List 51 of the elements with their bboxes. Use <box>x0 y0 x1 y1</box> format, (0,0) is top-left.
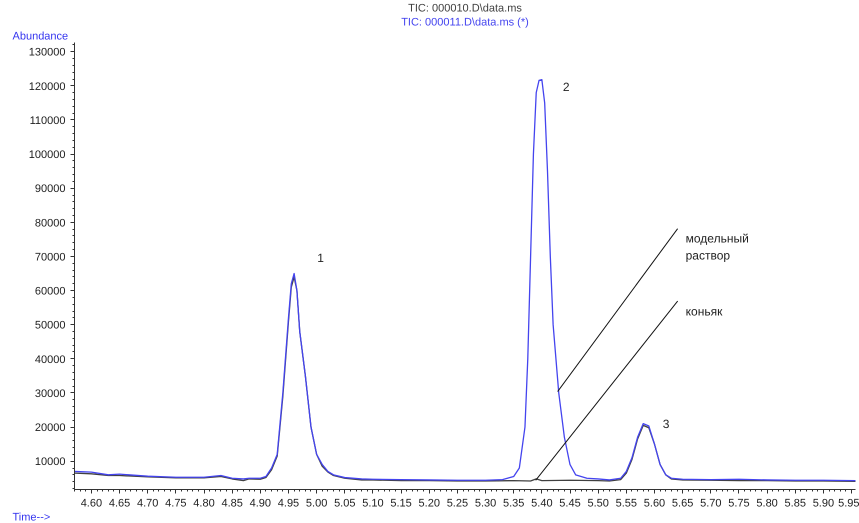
x-tick-label: 4.95 <box>278 498 300 510</box>
x-tick-label: 5.70 <box>700 498 722 510</box>
x-tick-label: 5.15 <box>390 498 412 510</box>
y-tick-label: 30000 <box>34 388 66 400</box>
x-tick-label: 5.30 <box>474 498 496 510</box>
y-axis-title: Abundance <box>12 30 68 42</box>
x-tick-label: 5.40 <box>531 498 553 510</box>
x-tick-label: 5.75 <box>728 498 750 510</box>
annotation: модельный раствор <box>686 232 749 262</box>
x-tick-label: 4.70 <box>136 498 158 510</box>
y-tick-label: 50000 <box>34 320 66 332</box>
y-tick-label: 20000 <box>34 422 66 434</box>
x-tick-label: 4.85 <box>221 498 243 510</box>
x-tick-label: 4.80 <box>193 498 215 510</box>
y-tick-label: 40000 <box>34 354 66 366</box>
x-tick-label: 5.60 <box>644 498 666 510</box>
x-tick-label: 5.45 <box>559 498 581 510</box>
x-tick-label: 4.65 <box>108 498 130 510</box>
x-tick-label: 5.65 <box>672 498 694 510</box>
x-tick-label: 5.10 <box>362 498 384 510</box>
y-tick-label: 120000 <box>28 80 66 93</box>
x-tick-label: 5.00 <box>306 498 328 510</box>
x-tick-label: 5.35 <box>503 498 524 510</box>
x-tick-label: 5.05 <box>334 498 356 510</box>
x-tick-label: 4.75 <box>165 498 187 510</box>
x-tick-label: 5.95 <box>838 498 859 510</box>
line-series <box>74 79 856 482</box>
x-tick-label: 5.50 <box>587 498 609 510</box>
x-tick-label: 5.55 <box>616 498 638 510</box>
y-tick-label: 110000 <box>30 114 66 127</box>
annotation: 1 <box>317 251 324 266</box>
x-tick-label: 5.20 <box>418 498 440 510</box>
annotation: 3 <box>662 417 670 432</box>
y-tick-label: 100000 <box>28 149 66 162</box>
x-axis-title: Time--> <box>12 512 50 523</box>
x-tick-label: 5.90 <box>812 498 834 510</box>
y-tick-label: 80000 <box>34 217 66 230</box>
text: TIC: 000011.D\data.ms (*) <box>401 16 529 28</box>
x-tick-label: 5.85 <box>784 498 806 510</box>
y-tick-label: 90000 <box>34 183 66 196</box>
text: TIC: 000010.D\data.ms <box>408 2 522 14</box>
y-tick-label: 70000 <box>34 251 66 264</box>
x-tick-label: 5.80 <box>756 498 778 510</box>
annotation: 2 <box>562 80 570 94</box>
x-tick-label: 4.60 <box>80 498 102 510</box>
annotation: коньяк <box>686 304 724 318</box>
y-tick-label: 10000 <box>34 456 66 468</box>
x-tick-label: 5.25 <box>446 498 468 510</box>
y-tick-label: 60000 <box>34 286 66 298</box>
y-tick-label: 130000 <box>28 46 66 59</box>
x-tick-label: 4.90 <box>250 498 272 510</box>
